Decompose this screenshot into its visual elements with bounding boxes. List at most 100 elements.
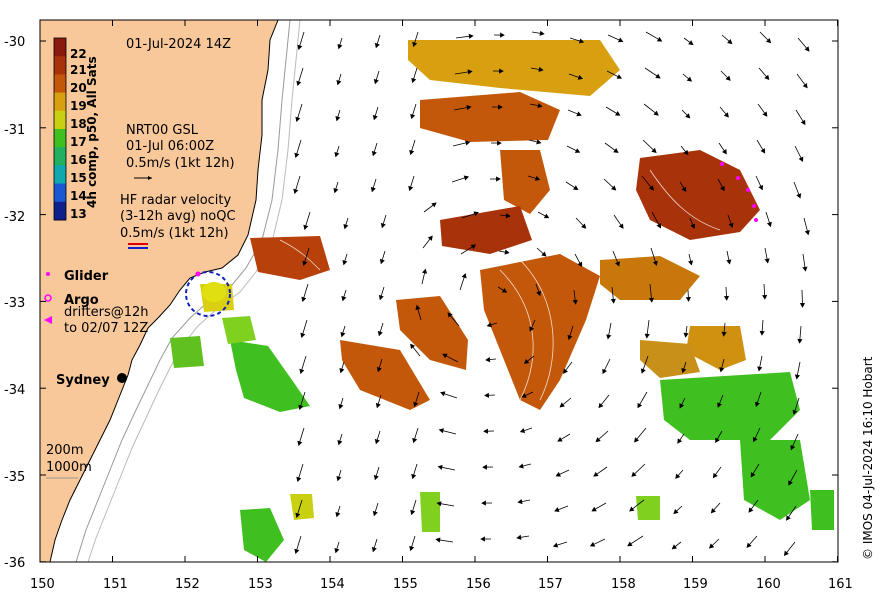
y-tick-label: -30 — [4, 35, 25, 50]
gsl-scale-arrowhead — [148, 176, 152, 180]
current-vector-head — [802, 266, 808, 272]
sst-patch — [250, 236, 330, 280]
drifter-legend-label1: drifters@12h — [64, 305, 149, 320]
current-vector-head — [593, 471, 599, 477]
current-vector-head — [710, 508, 716, 514]
sst-patch — [480, 254, 600, 410]
sst-patch — [810, 490, 834, 530]
current-vector-head — [447, 312, 453, 318]
current-vector-head — [486, 322, 492, 328]
current-vector-head — [410, 509, 416, 516]
current-vector-head — [538, 66, 544, 72]
argo-legend-icon — [44, 294, 52, 302]
current-vector-head — [427, 235, 433, 241]
colorbar-swatch — [54, 38, 66, 57]
sst-patches-warm — [250, 40, 760, 410]
current-vector-head — [341, 296, 347, 302]
current-vector-head — [616, 74, 622, 79]
current-vector-head — [378, 294, 384, 301]
current-vector-head — [721, 331, 727, 337]
current-vector-head — [760, 148, 766, 154]
current-vector-head — [410, 343, 416, 349]
current-vector-head — [719, 185, 725, 192]
current-vector-head — [804, 46, 810, 52]
colorbar-swatch — [54, 183, 66, 203]
y-tick-label: -32 — [4, 210, 25, 225]
current-vector-head — [629, 506, 635, 512]
glider-legend-icon — [46, 272, 50, 276]
current-vector-head — [685, 113, 691, 119]
current-vector-head — [804, 230, 810, 236]
current-vector-head — [792, 409, 798, 416]
current-vector-head — [336, 476, 342, 482]
current-vector-head — [722, 149, 727, 155]
current-vector-head — [576, 111, 582, 117]
sydney-label: Sydney — [56, 373, 110, 388]
current-vector-head — [783, 550, 789, 556]
current-vector-head — [501, 287, 508, 293]
current-vector-head — [377, 330, 383, 337]
current-vector-head — [371, 150, 377, 157]
current-vector-head — [375, 402, 381, 409]
sst-streamlines — [279, 169, 721, 401]
current-vector-head — [296, 80, 302, 86]
current-vector-head — [334, 548, 340, 554]
current-vector-head — [750, 472, 756, 478]
current-vector-head — [797, 338, 803, 344]
gsl-line2: 01-Jul 06:00Z — [126, 139, 214, 154]
current-vector-head — [374, 438, 380, 445]
sst-patch — [290, 494, 314, 520]
current-vector-head — [335, 512, 341, 518]
current-vector-head — [652, 260, 658, 266]
current-vector-head — [726, 259, 732, 265]
current-vector-head — [537, 103, 543, 109]
current-vector-head — [752, 436, 758, 443]
current-vector-head — [334, 152, 340, 158]
current-vector-head — [437, 464, 443, 470]
current-vector-head — [766, 221, 772, 228]
sst-patch — [230, 340, 310, 412]
current-vector-head — [589, 541, 596, 547]
current-vector-head — [431, 202, 437, 208]
x-tick-label: 153 — [248, 577, 273, 592]
sst-patch — [640, 340, 700, 378]
hf-line3: 0.5m/s (1kt 12h) — [120, 226, 229, 241]
current-vector-head — [764, 74, 770, 80]
colorbar-tick: 16 — [70, 153, 87, 167]
current-vector-head — [473, 211, 479, 217]
current-vector-head — [480, 536, 485, 542]
current-vector-head — [727, 39, 733, 45]
current-vector-head — [297, 44, 303, 50]
current-vector-head — [529, 326, 535, 332]
current-vector-head — [800, 119, 806, 126]
current-vector-head — [412, 41, 418, 48]
current-vector-head — [709, 543, 715, 549]
colorbar-swatch — [54, 56, 66, 75]
contour-200m-label: 200m — [46, 443, 83, 458]
sst-patch — [740, 440, 810, 520]
hf-line1: HF radar velocity — [120, 193, 232, 208]
current-vector-head — [467, 69, 473, 75]
current-vector-head — [442, 353, 448, 359]
hf-radar-zone — [185, 271, 231, 317]
current-vector-head — [644, 333, 650, 339]
x-tick-label: 154 — [320, 577, 345, 592]
current-vector-head — [794, 374, 800, 380]
credit-label: © IMOS 04-Jul-2024 16:10 Hobart — [861, 356, 875, 560]
current-vector-head — [656, 36, 663, 42]
sst-patch — [500, 150, 550, 214]
current-vector-head — [500, 32, 505, 38]
current-vector-head — [577, 261, 583, 268]
current-vector-head — [413, 401, 419, 408]
current-vector-head — [411, 473, 417, 480]
current-vector-head — [563, 368, 568, 374]
current-vector-head — [465, 140, 471, 146]
current-vector-head — [376, 366, 382, 373]
current-vector-head — [679, 403, 685, 409]
colorbar-swatch — [54, 201, 66, 221]
current-vector-head — [688, 40, 694, 46]
x-tick-label: 158 — [611, 577, 636, 592]
current-vector-head — [790, 444, 796, 451]
current-vector-head — [518, 463, 524, 469]
contour-1000m — [87, 19, 301, 563]
